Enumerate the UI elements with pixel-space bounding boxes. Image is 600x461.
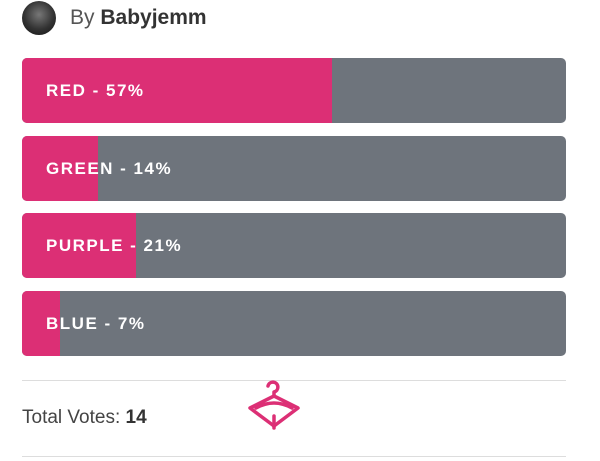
vote-bar: [22, 213, 137, 278]
total-votes-label: Total Votes:: [22, 407, 121, 428]
option-label: GREEN - 14%: [46, 159, 173, 178]
vote-bar: [22, 58, 333, 123]
poll-option[interactable]: GREEN - 14%: [22, 136, 566, 201]
poll-option[interactable]: BLUE - 7%: [22, 291, 566, 356]
separator: [22, 380, 566, 381]
total-votes: Total Votes: 14: [22, 404, 147, 432]
option-label: BLUE - 7%: [46, 314, 146, 333]
byline: By Babyjemm: [70, 4, 207, 32]
author-prefix: By: [70, 6, 95, 29]
separator: [22, 456, 566, 457]
total-votes-count: 14: [125, 407, 147, 428]
vote-bar: [22, 136, 99, 201]
author-avatar[interactable]: [22, 1, 56, 35]
author-name[interactable]: Babyjemm: [100, 6, 207, 29]
poll-option[interactable]: RED - 57%: [22, 58, 566, 123]
poll-option[interactable]: PURPLE - 21%: [22, 213, 566, 278]
vote-bar: [22, 291, 61, 356]
option-label: RED - 57%: [46, 81, 145, 100]
option-label: PURPLE - 21%: [46, 236, 183, 255]
hanger-icon[interactable]: [246, 378, 302, 434]
